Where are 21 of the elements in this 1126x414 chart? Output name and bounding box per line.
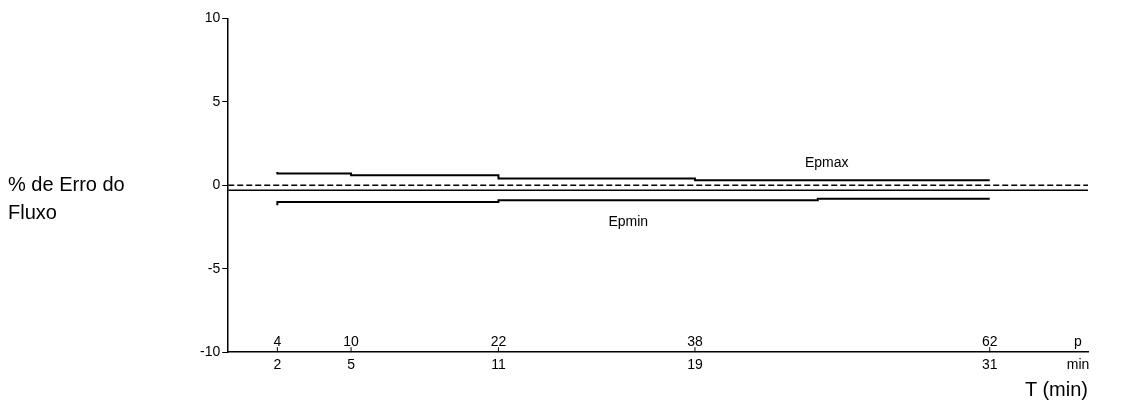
x2-tick-label: 4 <box>273 333 282 350</box>
x-tick-label: 19 <box>687 356 703 373</box>
series-label: Epmax <box>804 153 849 170</box>
y-tick-label: -5 <box>207 259 221 276</box>
annotation: p <box>1074 333 1083 350</box>
y-tick-label: -10 <box>200 343 221 360</box>
y-axis-title: % de Erro do Fluxo <box>8 172 126 225</box>
x-tick-label: 2 <box>273 356 282 373</box>
x2-tick-label: 38 <box>687 333 703 350</box>
series-label: Epmin <box>608 212 649 229</box>
x-tick-label: 11 <box>491 356 506 373</box>
x2-tick-label: 62 <box>981 333 998 350</box>
x-tick-label: 5 <box>347 356 356 373</box>
x-axis-title: T (min) <box>1025 377 1088 400</box>
y-tick-label: 5 <box>212 92 221 109</box>
x2-tick-label: 10 <box>343 333 360 350</box>
text: min <box>1066 356 1090 373</box>
x2-tick-label: 22 <box>490 333 507 350</box>
y-tick-label: 10 <box>204 9 221 26</box>
x-tick-label: 31 <box>981 356 998 373</box>
y-tick-label: 0 <box>212 176 221 193</box>
